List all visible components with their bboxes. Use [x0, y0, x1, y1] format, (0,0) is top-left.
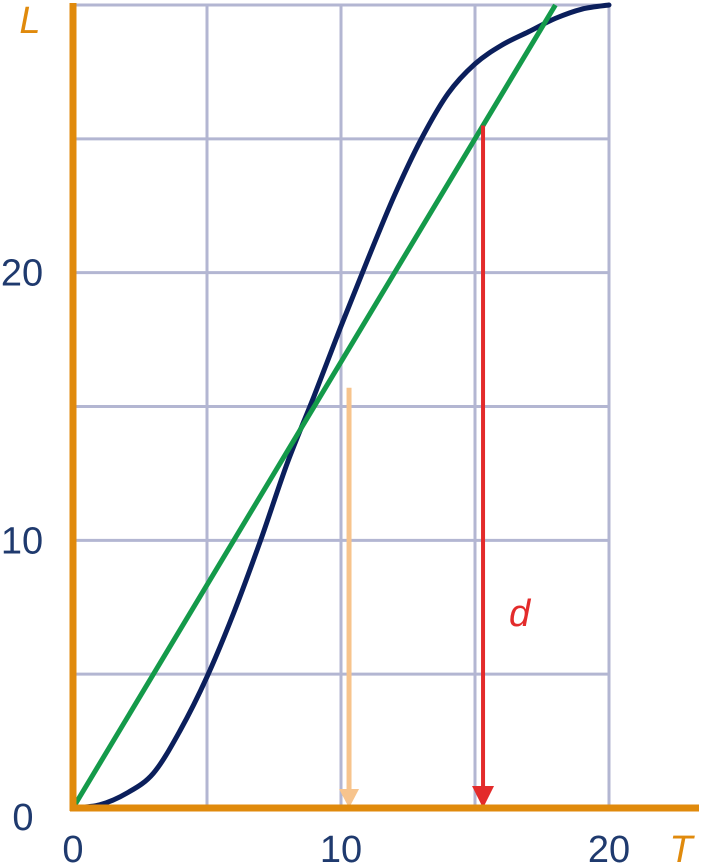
x-tick-label: 0 [62, 829, 83, 868]
series-curve [70, 2, 612, 811]
y-tick-label: 0 [12, 797, 33, 839]
axes [69, 3, 699, 812]
y-tick-label: 10 [1, 520, 43, 562]
x-tick-label: 10 [320, 829, 362, 868]
series-tangent-line [70, 3, 558, 810]
series [70, 2, 612, 811]
grid [71, 3, 611, 810]
arrow-d-head [472, 786, 495, 808]
arrow-d-label: d [509, 593, 532, 635]
y-tick-label: 20 [1, 253, 43, 295]
x-tick-label: 20 [588, 829, 630, 868]
arrow-light-head [339, 789, 360, 808]
y-axis-label: L [19, 0, 40, 42]
arrows [339, 125, 495, 808]
x-axis-label: T [669, 829, 695, 868]
